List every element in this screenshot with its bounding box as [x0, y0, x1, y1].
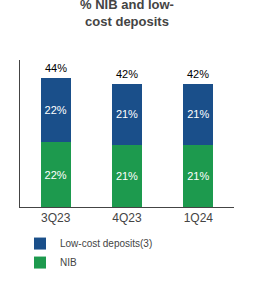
- svg-text:3Q23: 3Q23: [41, 211, 71, 225]
- svg-text:21%: 21%: [116, 108, 138, 120]
- svg-text:42%: 42%: [116, 68, 138, 80]
- svg-text:22%: 22%: [45, 169, 67, 181]
- svg-text:Low-cost deposits(3): Low-cost deposits(3): [60, 238, 152, 249]
- svg-text:21%: 21%: [187, 108, 209, 120]
- svg-text:21%: 21%: [187, 170, 209, 182]
- svg-text:4Q23: 4Q23: [112, 211, 142, 225]
- svg-text:44%: 44%: [45, 62, 67, 74]
- svg-text:21%: 21%: [116, 170, 138, 182]
- svg-text:22%: 22%: [45, 104, 67, 116]
- svg-text:% NIB and low-cost deposits: % NIB and low-cost deposits: [80, 0, 174, 29]
- svg-text:NIB: NIB: [60, 257, 77, 268]
- svg-text:42%: 42%: [187, 68, 209, 80]
- svg-text:1Q24: 1Q24: [184, 211, 214, 225]
